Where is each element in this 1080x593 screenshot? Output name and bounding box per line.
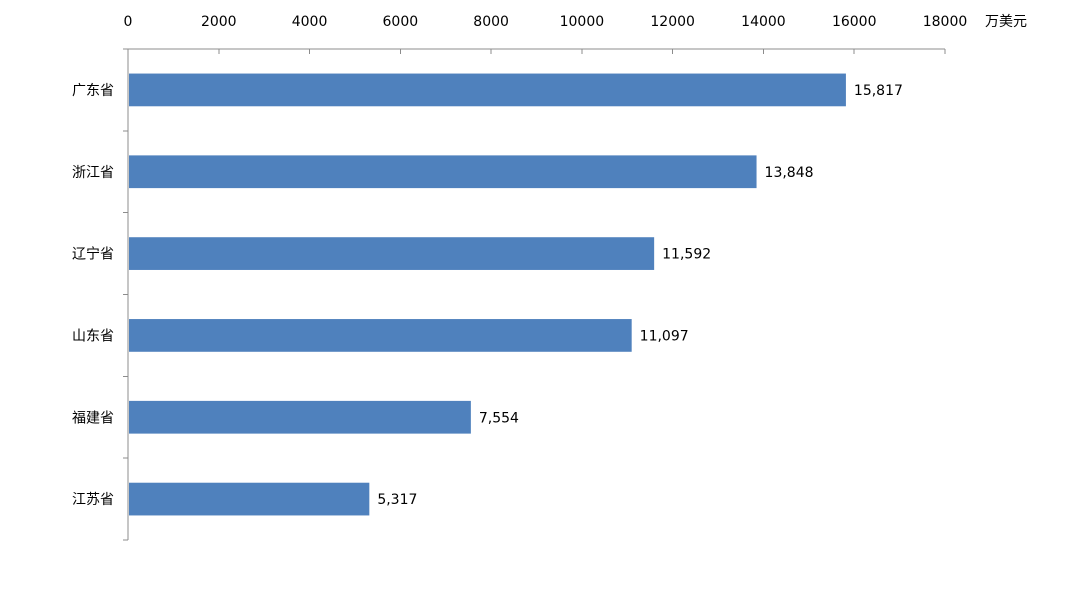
x-tick-label: 16000 — [832, 14, 877, 30]
bars — [129, 73, 846, 516]
bar-4 — [129, 400, 471, 434]
bar-2 — [129, 237, 655, 270]
x-tick-label: 6000 — [383, 14, 419, 30]
axes — [127, 48, 945, 540]
category-label-3: 山东省 — [72, 328, 114, 344]
category-label-1: 浙江省 — [72, 165, 114, 181]
data-label-1: 13,848 — [765, 165, 814, 181]
x-axis-ticks: 0 2000 4000 6000 8000 10000 12000 14000 16000 180… — [124, 14, 968, 54]
x-tick-label: 0 — [124, 14, 133, 30]
category-label-5: 江苏省 — [72, 492, 114, 508]
x-tick-label: 4000 — [292, 14, 328, 30]
data-labels: 15,817 13,848 11,592 11,097 7,554 5,317 — [377, 83, 903, 508]
x-tick-label: 14000 — [741, 14, 786, 30]
category-label-0: 广东省 — [72, 83, 114, 99]
data-label-4: 7,554 — [479, 410, 519, 426]
x-tick-label: 10000 — [560, 14, 605, 30]
x-tick-label: 8000 — [473, 14, 509, 30]
category-label-4: 福建省 — [72, 410, 114, 426]
bar-1 — [129, 155, 757, 189]
data-label-3: 11,097 — [640, 328, 689, 344]
bar-3 — [129, 319, 632, 352]
data-label-0: 15,817 — [854, 83, 903, 99]
x-axis-unit-label: 万美元 — [985, 14, 1027, 30]
data-label-5: 5,317 — [377, 492, 417, 508]
data-label-2: 11,592 — [662, 247, 711, 263]
bar-5 — [129, 482, 370, 516]
x-tick-label: 18000 — [923, 14, 968, 30]
x-tick-label: 12000 — [650, 14, 695, 30]
category-label-2: 辽宁省 — [72, 246, 114, 263]
y-axis-ticks — [123, 48, 128, 541]
bar-0 — [129, 73, 846, 107]
x-tick-label: 2000 — [201, 14, 237, 30]
